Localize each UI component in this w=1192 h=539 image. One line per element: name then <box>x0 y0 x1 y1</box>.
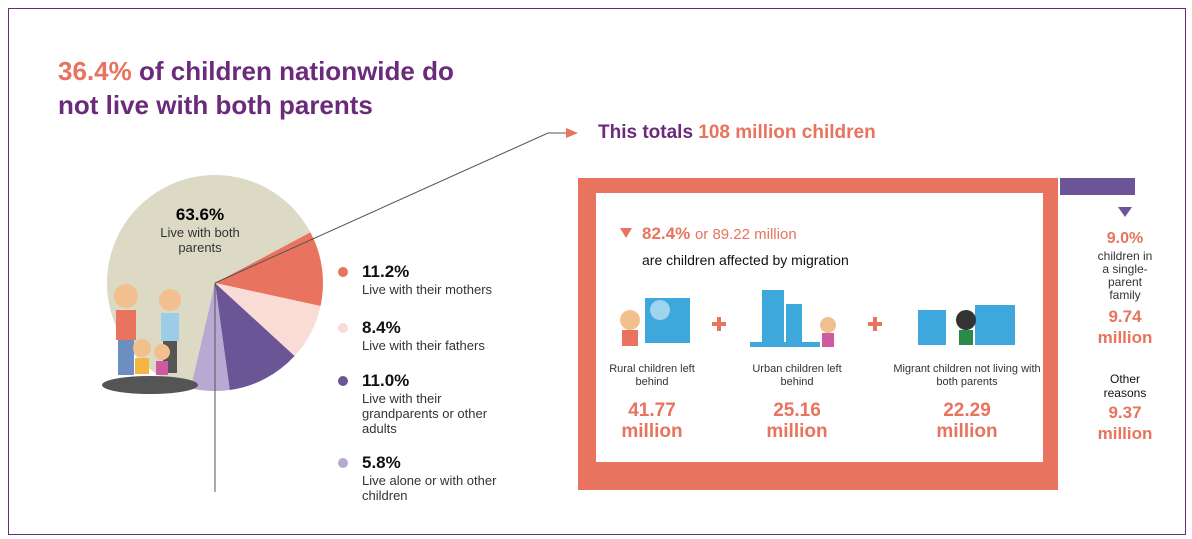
group-label: Migrant children not living with both pa… <box>893 363 1041 388</box>
pie-slice <box>215 283 295 390</box>
legend-swatch <box>338 376 348 386</box>
group-label: Rural children left behind <box>609 363 695 388</box>
callout: This totals 108 million children <box>598 122 876 144</box>
group-value: 22.29 million <box>936 400 998 442</box>
pie-slice <box>215 232 323 307</box>
value: 9.74 million <box>1097 307 1153 347</box>
plus <box>717 317 721 331</box>
plus <box>873 317 877 331</box>
arrow <box>620 228 632 238</box>
group-label: Urban children left behind <box>752 363 842 388</box>
value: 9.37 million <box>1097 403 1153 443</box>
headline-text: of children nationwide do not live with … <box>58 56 454 120</box>
migration-head: 82.4% or 89.22 million <box>642 224 797 244</box>
bar <box>1060 178 1135 195</box>
category-label: Live with both parents <box>160 225 240 255</box>
connector <box>214 132 572 284</box>
headline: 36.4% of children nationwide do not live… <box>58 54 478 122</box>
pie-slice <box>215 283 321 357</box>
legend-value: 8.4% <box>362 318 401 337</box>
percent: 82.4% <box>642 224 691 243</box>
callout-prefix: This totals <box>598 122 694 143</box>
arrow <box>566 128 578 138</box>
rural-icon <box>620 298 690 346</box>
pie-label: 63.6% Live with both parents <box>145 205 255 255</box>
legend-label: Live alone or with other children <box>362 473 497 503</box>
family-icon <box>102 284 198 394</box>
legend-label: Live with their mothers <box>362 282 493 297</box>
other-column: 9.0% children in a single-parent family … <box>1085 228 1165 444</box>
group-value: 41.77 million <box>621 400 683 442</box>
headline-highlight: 36.4% <box>58 56 132 86</box>
legend-value: 5.8% <box>362 453 401 472</box>
percent: 9.0% <box>1106 230 1144 247</box>
amount: or 89.22 million <box>694 226 797 243</box>
migrant-icon <box>918 305 1015 345</box>
caption: children in a single-parent family <box>1097 249 1153 302</box>
legend-swatch <box>338 323 348 333</box>
pie-slice <box>106 174 311 389</box>
legend-label: Live with their fathers <box>362 338 485 353</box>
pie-slice <box>190 283 230 391</box>
legend-swatch <box>338 267 348 277</box>
caption: are children affected by migration <box>642 252 849 268</box>
pie <box>106 174 323 391</box>
legend-value: 11.2% <box>362 262 410 281</box>
legend-swatch <box>338 458 348 468</box>
urban-icon <box>750 290 836 347</box>
legend-label: Live with their grandparents or other ad… <box>362 391 488 436</box>
group-value: 25.16 million <box>766 400 828 442</box>
value-label: 63.6% <box>175 205 225 224</box>
frame <box>8 8 1186 535</box>
callout-highlight: 108 million children <box>698 122 876 143</box>
arrow <box>1118 207 1132 217</box>
label: Other reasons <box>1103 372 1147 400</box>
legend-value: 11.0% <box>362 371 410 390</box>
